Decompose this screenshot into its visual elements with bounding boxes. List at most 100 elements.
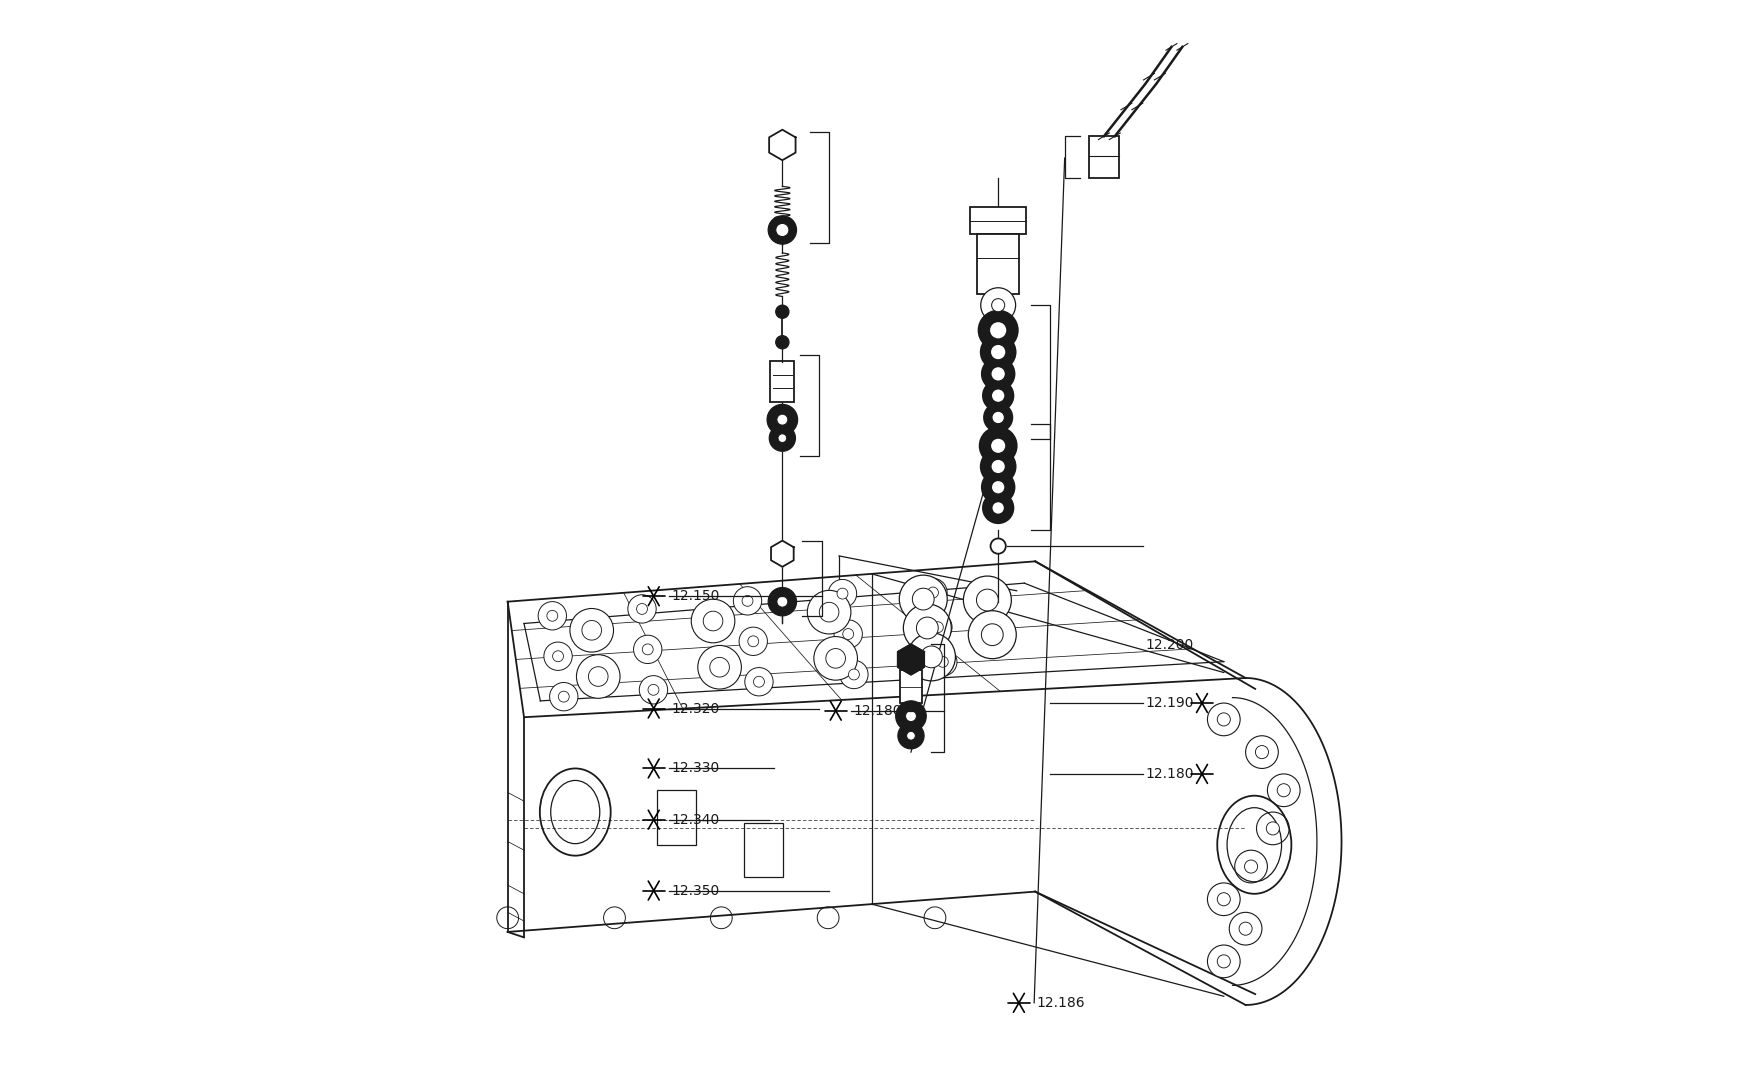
Circle shape — [990, 438, 1006, 453]
Circle shape — [992, 299, 1004, 312]
Circle shape — [583, 620, 602, 640]
Text: 12.180: 12.180 — [1144, 767, 1194, 780]
Circle shape — [984, 403, 1012, 432]
Circle shape — [938, 656, 948, 667]
Circle shape — [775, 336, 789, 349]
Circle shape — [908, 633, 956, 681]
Circle shape — [770, 425, 796, 451]
Text: 12.180: 12.180 — [854, 704, 901, 717]
Text: 12.150: 12.150 — [672, 590, 719, 603]
Circle shape — [738, 627, 768, 655]
Circle shape — [828, 580, 858, 608]
Circle shape — [777, 596, 788, 607]
Circle shape — [992, 501, 1004, 514]
Circle shape — [704, 611, 723, 631]
Circle shape — [1208, 703, 1241, 736]
Circle shape — [933, 621, 943, 632]
Circle shape — [1239, 922, 1253, 935]
Circle shape — [1244, 860, 1258, 873]
Text: 12.186: 12.186 — [1036, 996, 1085, 1009]
Circle shape — [980, 288, 1015, 323]
Circle shape — [982, 471, 1015, 504]
Circle shape — [544, 642, 572, 670]
Circle shape — [1236, 850, 1267, 883]
Circle shape — [982, 358, 1015, 390]
Circle shape — [775, 223, 789, 237]
Circle shape — [710, 657, 730, 677]
Circle shape — [929, 647, 957, 676]
Circle shape — [1255, 746, 1269, 759]
Circle shape — [1256, 812, 1290, 845]
Circle shape — [844, 629, 854, 640]
Circle shape — [968, 610, 1017, 658]
Circle shape — [984, 493, 1013, 523]
Circle shape — [990, 389, 1004, 402]
Circle shape — [898, 723, 924, 749]
Circle shape — [550, 682, 578, 711]
Circle shape — [896, 701, 926, 731]
Circle shape — [558, 691, 569, 702]
Circle shape — [698, 645, 742, 689]
Circle shape — [570, 608, 614, 652]
Circle shape — [980, 335, 1015, 370]
Text: 12.320: 12.320 — [672, 702, 719, 715]
Circle shape — [779, 434, 788, 443]
Circle shape — [906, 731, 915, 740]
Circle shape — [826, 649, 845, 668]
Text: 12.330: 12.330 — [672, 762, 719, 775]
Bar — [900, 670, 922, 703]
Circle shape — [819, 603, 838, 622]
Circle shape — [768, 588, 796, 616]
Circle shape — [990, 366, 1006, 381]
Circle shape — [912, 589, 934, 610]
Circle shape — [1218, 713, 1230, 726]
Bar — [1088, 136, 1120, 178]
Circle shape — [964, 576, 1012, 623]
Text: 12.340: 12.340 — [672, 813, 719, 826]
Text: 12.350: 12.350 — [672, 884, 719, 897]
Circle shape — [1278, 784, 1290, 797]
Circle shape — [990, 459, 1006, 474]
Circle shape — [982, 623, 1003, 645]
Circle shape — [992, 411, 1004, 424]
Circle shape — [980, 427, 1017, 464]
Circle shape — [639, 676, 668, 704]
Circle shape — [775, 305, 789, 318]
Circle shape — [900, 576, 947, 623]
Circle shape — [1218, 955, 1230, 968]
Circle shape — [814, 637, 858, 680]
Circle shape — [539, 602, 567, 630]
Circle shape — [1267, 774, 1300, 807]
Circle shape — [920, 646, 942, 668]
Circle shape — [978, 311, 1018, 350]
Circle shape — [1246, 736, 1278, 768]
Circle shape — [642, 644, 653, 655]
Circle shape — [1267, 822, 1279, 835]
Circle shape — [989, 322, 1006, 339]
Circle shape — [1228, 912, 1262, 945]
Circle shape — [548, 610, 558, 621]
Circle shape — [637, 604, 648, 615]
Polygon shape — [770, 130, 796, 160]
Circle shape — [777, 414, 788, 425]
Circle shape — [768, 216, 796, 244]
Circle shape — [746, 667, 774, 695]
Circle shape — [766, 404, 798, 435]
Bar — [656, 790, 696, 845]
Circle shape — [905, 711, 917, 722]
Circle shape — [928, 588, 938, 598]
Circle shape — [835, 620, 863, 649]
Circle shape — [919, 579, 947, 607]
Circle shape — [1208, 945, 1241, 978]
Circle shape — [917, 617, 938, 639]
Circle shape — [754, 676, 765, 687]
Circle shape — [691, 600, 735, 643]
Circle shape — [628, 595, 656, 623]
Circle shape — [1208, 883, 1241, 916]
Circle shape — [990, 344, 1006, 360]
Circle shape — [980, 449, 1015, 484]
Circle shape — [648, 685, 660, 695]
Circle shape — [553, 651, 564, 662]
Text: 12.200: 12.200 — [1144, 639, 1194, 652]
Circle shape — [924, 613, 952, 641]
